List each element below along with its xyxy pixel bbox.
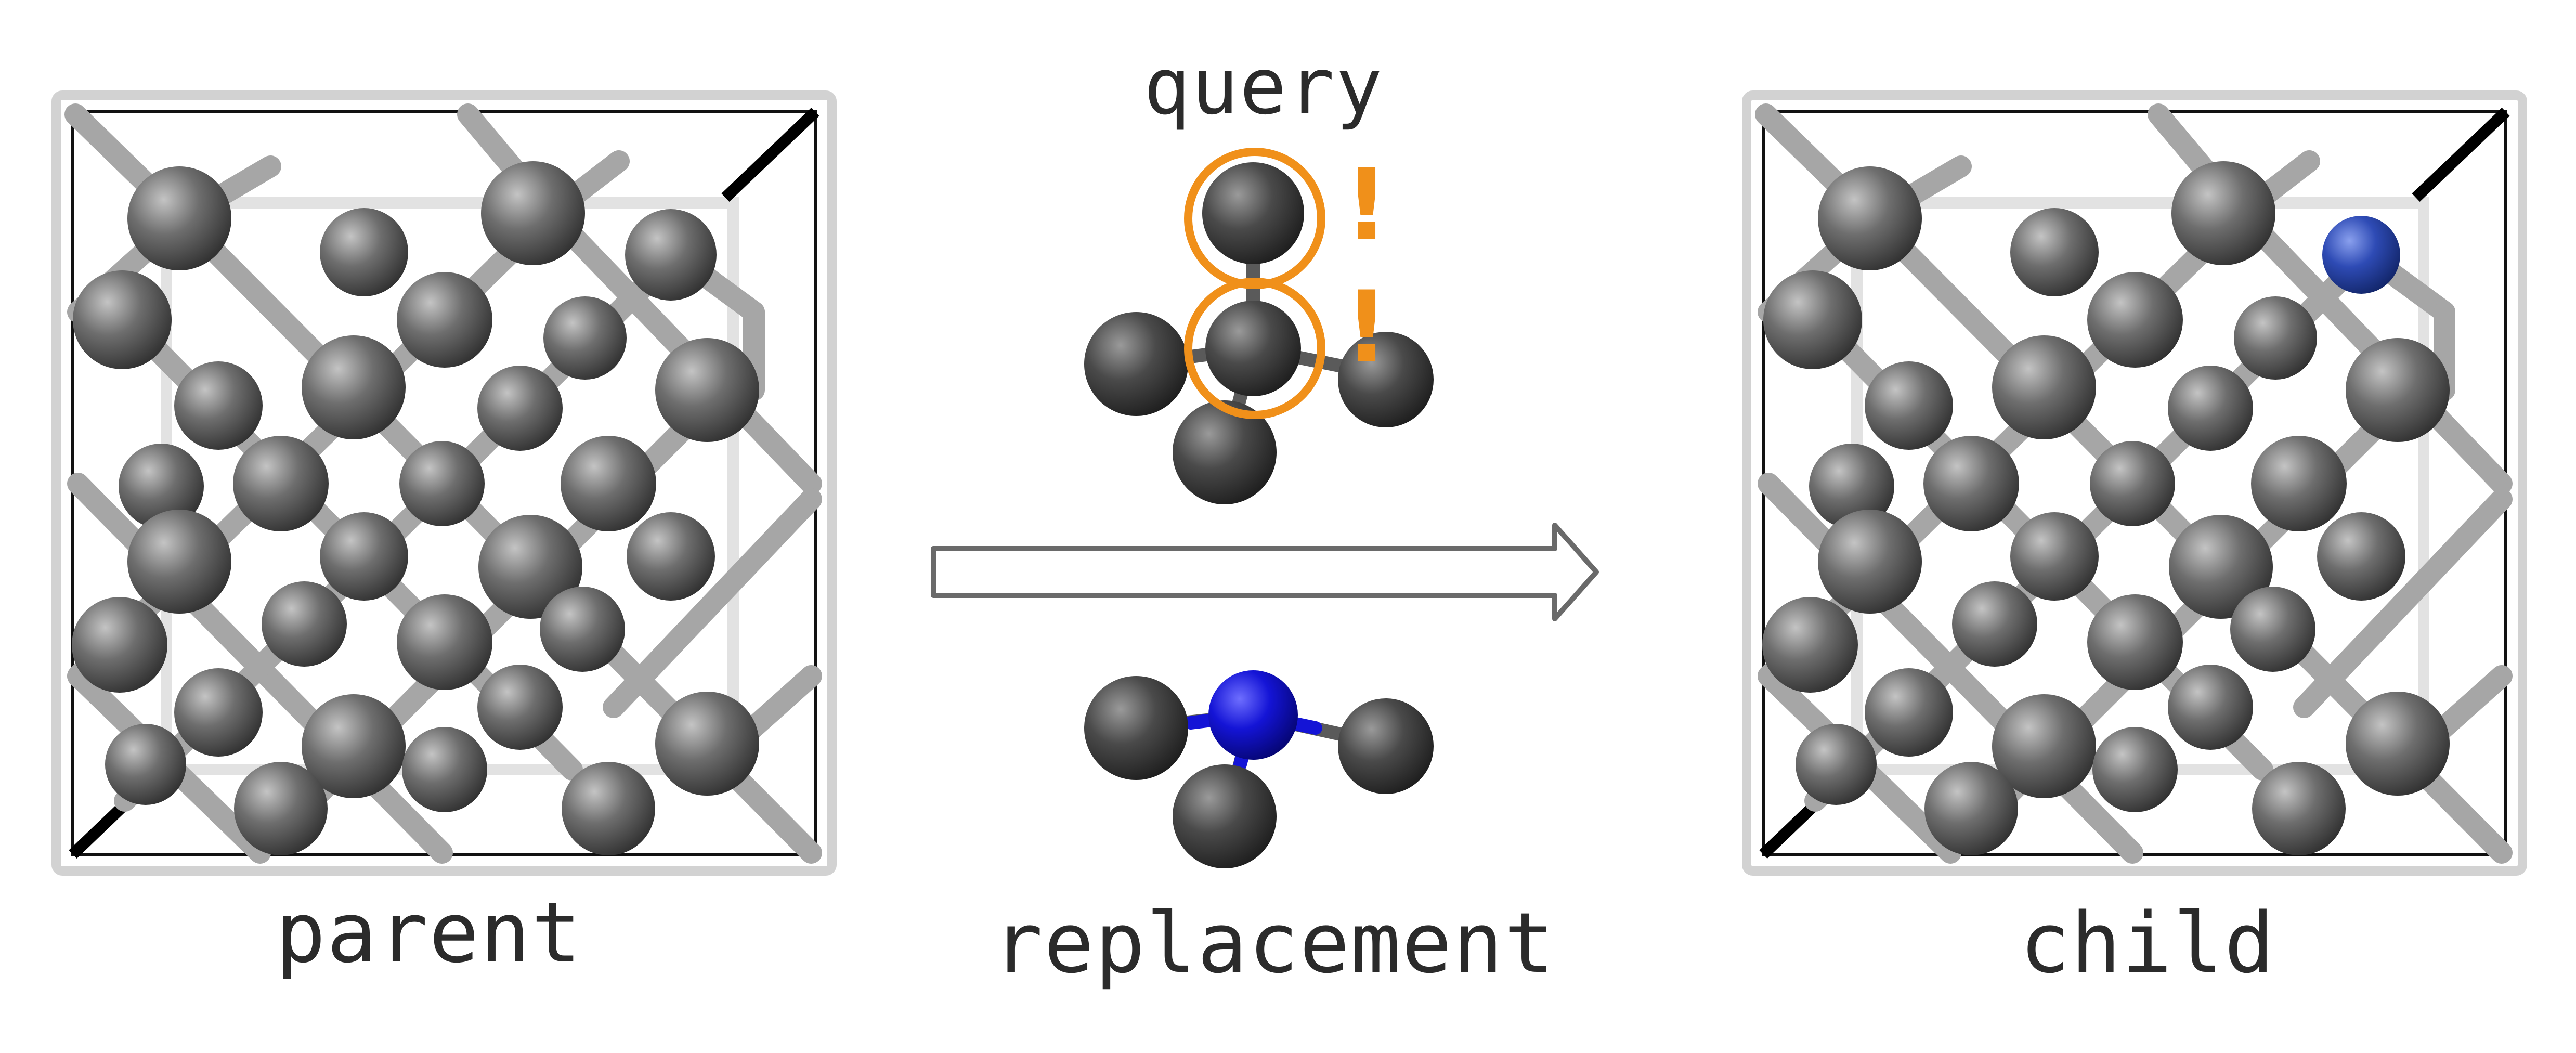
carbon-atom — [127, 510, 231, 614]
highlight-ring-icon — [1184, 278, 1325, 419]
carbon-atom — [302, 694, 406, 798]
carbon-atom — [1205, 301, 1301, 396]
carbon-atom — [2346, 338, 2450, 442]
carbon-atom — [1809, 444, 1894, 529]
carbon-atom — [543, 296, 627, 380]
carbon-atom — [477, 665, 563, 750]
carbon-atom — [1992, 335, 2096, 439]
parent-structure — [51, 90, 837, 876]
query-label: query — [1143, 42, 1384, 132]
cell-axis-line — [2412, 108, 2510, 202]
carbon-atom — [234, 762, 328, 855]
carbon-atom — [233, 436, 329, 531]
carbon-atom — [2168, 665, 2253, 750]
carbon-atom — [2090, 441, 2175, 526]
carbon-atom — [1865, 668, 1953, 757]
carbon-atom — [105, 724, 186, 805]
carbon-atom — [1173, 764, 1277, 868]
carbon-atom — [1796, 724, 1877, 805]
parent-label: parent — [276, 884, 582, 981]
carbon-atom — [397, 594, 492, 690]
carbon-atom — [399, 441, 485, 526]
carbon-atom — [127, 166, 231, 270]
carbon-atom — [1923, 436, 2019, 531]
cell-axis-line — [721, 108, 819, 202]
carbon-atom — [119, 444, 204, 529]
carbon-atom — [2234, 296, 2317, 380]
carbon-atom — [1338, 332, 1434, 427]
carbon-atom — [262, 581, 347, 667]
carbon-atom — [302, 335, 406, 439]
carbon-atom — [2346, 692, 2450, 796]
replacement-fragment — [1084, 670, 1434, 868]
carbon-atom — [2251, 436, 2347, 531]
carbon-atom — [562, 762, 655, 855]
carbon-atom — [1084, 676, 1188, 780]
carbon-atom — [655, 692, 759, 796]
carbon-atom — [2169, 515, 2273, 619]
carbon-atom — [478, 515, 582, 619]
carbon-atom — [320, 512, 408, 601]
carbon-atom — [1338, 698, 1434, 794]
carbon-atom — [481, 161, 585, 265]
carbon-atom — [174, 668, 263, 757]
carbon-atom — [561, 436, 656, 531]
carbon-atom — [1173, 400, 1277, 504]
atom-cluster — [72, 161, 759, 855]
carbon-atom — [2087, 594, 2183, 690]
nitrogen-atom — [1208, 670, 1298, 760]
carbon-atom — [540, 587, 625, 672]
query-fragment — [1084, 148, 1434, 504]
carbon-atom — [1763, 270, 1862, 369]
carbon-atom — [1992, 694, 2096, 798]
atom-cluster — [1762, 161, 2450, 855]
carbon-atom — [477, 366, 563, 451]
carbon-atom — [2230, 587, 2315, 672]
carbon-atom — [1924, 762, 2018, 855]
carbon-atom — [397, 272, 492, 368]
right-arrow-icon — [931, 523, 1599, 621]
carbon-atom — [2252, 762, 2346, 855]
carbon-atom — [72, 597, 167, 693]
child-structure — [1742, 90, 2527, 876]
carbon-atom — [174, 361, 263, 450]
carbon-atom — [1865, 361, 1953, 450]
carbon-atom — [320, 208, 408, 296]
carbon-atom — [402, 727, 487, 812]
carbon-atom — [2010, 208, 2099, 296]
carbon-atom — [73, 270, 172, 369]
carbon-atom — [625, 209, 717, 301]
exclamation-mark-icon: ! — [1344, 148, 1389, 263]
carbon-atom — [1202, 162, 1304, 264]
carbon-atom — [1084, 312, 1188, 416]
carbon-atom — [1762, 597, 1858, 693]
carbon-atom — [1818, 510, 1922, 614]
carbon-atom — [2092, 727, 2178, 812]
replacement-label: replacement — [993, 894, 1555, 992]
carbon-atom — [2168, 366, 2253, 451]
carbon-atom — [1952, 581, 2037, 667]
carbon-atom — [655, 338, 759, 442]
carbon-atom — [627, 512, 715, 601]
carbon-atom — [2317, 512, 2405, 601]
carbon-atom — [2010, 512, 2099, 601]
exclamation-mark-icon: ! — [1344, 270, 1389, 385]
carbon-atom — [1818, 166, 1922, 270]
nitrogen-atom — [2322, 216, 2400, 294]
carbon-atom — [2087, 272, 2183, 368]
carbon-atom — [2171, 161, 2275, 265]
child-label: child — [2020, 894, 2275, 992]
